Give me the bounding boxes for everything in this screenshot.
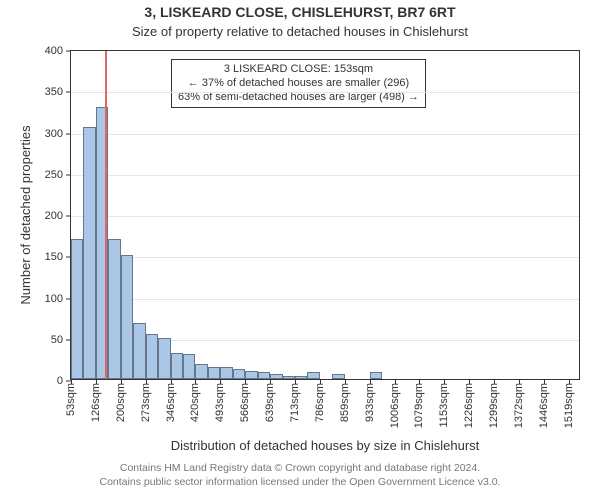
histogram-bar: [295, 376, 307, 379]
histogram-bar: [195, 364, 207, 379]
histogram-bar: [83, 127, 95, 379]
property-marker-line: [105, 51, 107, 379]
x-tick-label: 566sqm: [239, 383, 251, 422]
x-tick-label: 933sqm: [364, 383, 376, 422]
x-tick-label: 273sqm: [140, 383, 152, 422]
histogram-bar: [307, 372, 319, 379]
x-tick-label: 1079sqm: [413, 383, 425, 428]
histogram-bar: [133, 323, 145, 379]
gridline: [71, 257, 579, 258]
gridline: [71, 299, 579, 300]
x-tick-label: 859sqm: [339, 383, 351, 422]
x-tick-label: 53sqm: [65, 383, 77, 416]
footnote-line: Contains public sector information licen…: [0, 476, 600, 490]
histogram-bar: [220, 367, 232, 379]
histogram-bar: [332, 374, 344, 379]
x-tick-label: 639sqm: [264, 383, 276, 422]
x-tick-label: 420sqm: [189, 383, 201, 422]
y-tick-mark: [66, 51, 71, 52]
histogram-bar: [270, 374, 282, 379]
histogram-bar: [245, 371, 257, 379]
plot-area: 3 LISKEARD CLOSE: 153sqm← 37% of detache…: [70, 50, 580, 380]
chart-container: 3, LISKEARD CLOSE, CHISLEHURST, BR7 6RT …: [0, 0, 600, 500]
chart-subtitle: Size of property relative to detached ho…: [0, 24, 600, 39]
y-tick-label: 200: [45, 210, 63, 222]
y-tick-label: 100: [45, 293, 63, 305]
gridline: [71, 175, 579, 176]
y-tick-label: 300: [45, 128, 63, 140]
annotation-line: 3 LISKEARD CLOSE: 153sqm: [178, 63, 419, 77]
x-tick-label: 713sqm: [289, 383, 301, 422]
histogram-bar: [283, 376, 295, 379]
y-tick-mark: [66, 133, 71, 134]
y-tick-label: 250: [45, 169, 63, 181]
annotation-box: 3 LISKEARD CLOSE: 153sqm← 37% of detache…: [171, 59, 426, 108]
y-tick-mark: [66, 174, 71, 175]
x-tick-label: 1299sqm: [488, 383, 500, 428]
histogram-bar: [158, 338, 170, 379]
histogram-bar: [233, 369, 245, 379]
y-tick-label: 0: [57, 375, 63, 387]
histogram-bar: [208, 367, 220, 379]
histogram-bar: [71, 239, 83, 379]
y-tick-mark: [66, 92, 71, 93]
x-tick-label: 1372sqm: [513, 383, 525, 428]
chart-title: 3, LISKEARD CLOSE, CHISLEHURST, BR7 6RT: [0, 4, 600, 20]
y-tick-label: 50: [51, 334, 63, 346]
x-tick-label: 1446sqm: [538, 383, 550, 428]
gridline: [71, 216, 579, 217]
histogram-bar: [258, 372, 270, 379]
x-axis-label: Distribution of detached houses by size …: [70, 438, 580, 453]
x-tick-label: 1006sqm: [389, 383, 401, 428]
x-tick-label: 1519sqm: [563, 383, 575, 428]
gridline: [71, 92, 579, 93]
x-tick-label: 493sqm: [214, 383, 226, 422]
gridline: [71, 134, 579, 135]
x-tick-label: 1153sqm: [438, 383, 450, 427]
footnote-line: Contains HM Land Registry data © Crown c…: [0, 462, 600, 476]
x-tick-label: 346sqm: [165, 383, 177, 422]
y-tick-label: 350: [45, 86, 63, 98]
y-tick-label: 400: [45, 45, 63, 57]
x-tick-label: 126sqm: [90, 383, 102, 422]
y-tick-mark: [66, 216, 71, 217]
y-tick-label: 150: [45, 251, 63, 263]
x-tick-label: 1226sqm: [463, 383, 475, 428]
histogram-bar: [146, 334, 158, 379]
histogram-bar: [171, 353, 183, 379]
histogram-bar: [370, 372, 382, 379]
x-tick-label: 786sqm: [314, 383, 326, 422]
histogram-bar: [183, 354, 195, 379]
footnote: Contains HM Land Registry data © Crown c…: [0, 462, 600, 489]
histogram-bar: [108, 239, 120, 379]
histogram-bar: [121, 255, 133, 379]
y-axis-label: Number of detached properties: [18, 50, 33, 380]
x-tick-label: 200sqm: [115, 383, 127, 422]
annotation-line: ← 37% of detached houses are smaller (29…: [178, 77, 419, 91]
